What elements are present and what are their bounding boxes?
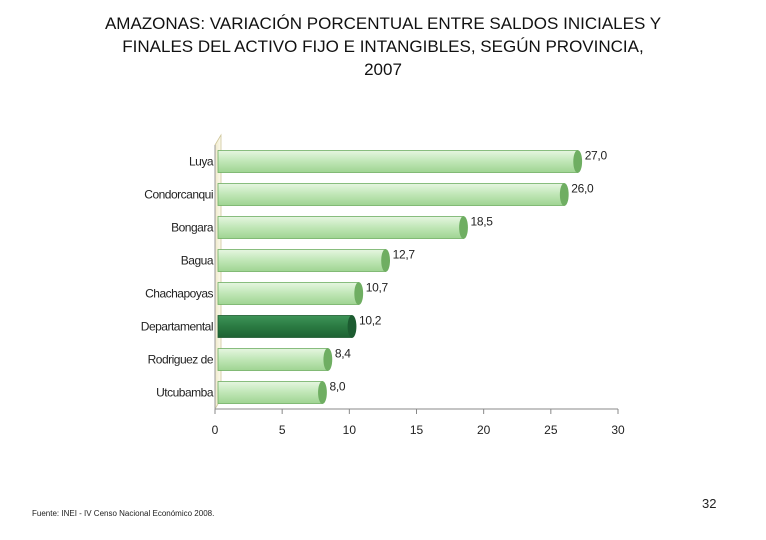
category-label: Rodriguez de: [148, 353, 214, 367]
bar-cap: [459, 216, 468, 239]
data-label: 26,0: [571, 182, 594, 196]
x-tick-label: 5: [279, 423, 286, 437]
bars-group: [217, 150, 583, 404]
category-label: Utcubamba: [156, 386, 214, 400]
bar: [217, 216, 464, 239]
title-line-2: FINALES DEL ACTIVO FIJO E INTANGIBLES, S…: [122, 37, 644, 56]
bar-cap: [573, 150, 583, 173]
category-label: Departamental: [141, 320, 213, 334]
source-note: Fuente: INEI - IV Censo Nacional Económi…: [32, 509, 215, 518]
x-tick-label: 0: [212, 423, 219, 437]
category-label: Condorcanqui: [144, 188, 213, 202]
data-label: 8,4: [335, 347, 351, 361]
chart-title: AMAZONAS: VARIACIÓN PORCENTUAL ENTRE SAL…: [10, 12, 756, 81]
page-number: 32: [702, 496, 717, 511]
bar: [217, 249, 387, 272]
bar-cap: [559, 183, 569, 206]
bar: [217, 348, 329, 371]
title-line-3: 2007: [364, 60, 402, 79]
category-label: Luya: [189, 155, 214, 169]
bar-cap: [323, 348, 333, 371]
x-tick-label: 20: [477, 423, 491, 437]
data-labels: 27,0 26,0 18,5 12,7 10,7 10,2 8,4 8,0: [329, 149, 607, 394]
x-axis-ticks: 0 5 10 15 20 25 30: [212, 409, 625, 437]
data-label: 12,7: [393, 248, 416, 262]
category-label: Bagua: [181, 254, 214, 268]
bar: [217, 381, 323, 404]
data-label: 18,5: [471, 215, 494, 229]
bar-cap: [354, 282, 364, 305]
data-label: 8,0: [329, 380, 345, 394]
category-label: Bongara: [171, 221, 214, 235]
y-axis-labels: Luya Condorcanqui Bongara Bagua Chachapoyas D…: [141, 155, 215, 400]
bar-cap: [347, 315, 357, 338]
bar: [217, 315, 353, 338]
bar: [217, 282, 360, 305]
bar: [217, 183, 565, 206]
x-tick-label: 25: [544, 423, 558, 437]
x-tick-label: 30: [611, 423, 625, 437]
title-line-1: AMAZONAS: VARIACIÓN PORCENTUAL ENTRE SAL…: [104, 14, 662, 33]
x-tick-label: 15: [410, 423, 424, 437]
bar-cap: [318, 381, 327, 404]
x-tick-label: 10: [343, 423, 357, 437]
bar-cap: [381, 249, 391, 272]
data-label: 27,0: [585, 149, 608, 163]
bar: [217, 150, 579, 173]
data-label: 10,7: [366, 281, 389, 295]
category-label: Chachapoyas: [145, 287, 213, 301]
data-label: 10,2: [359, 314, 382, 328]
